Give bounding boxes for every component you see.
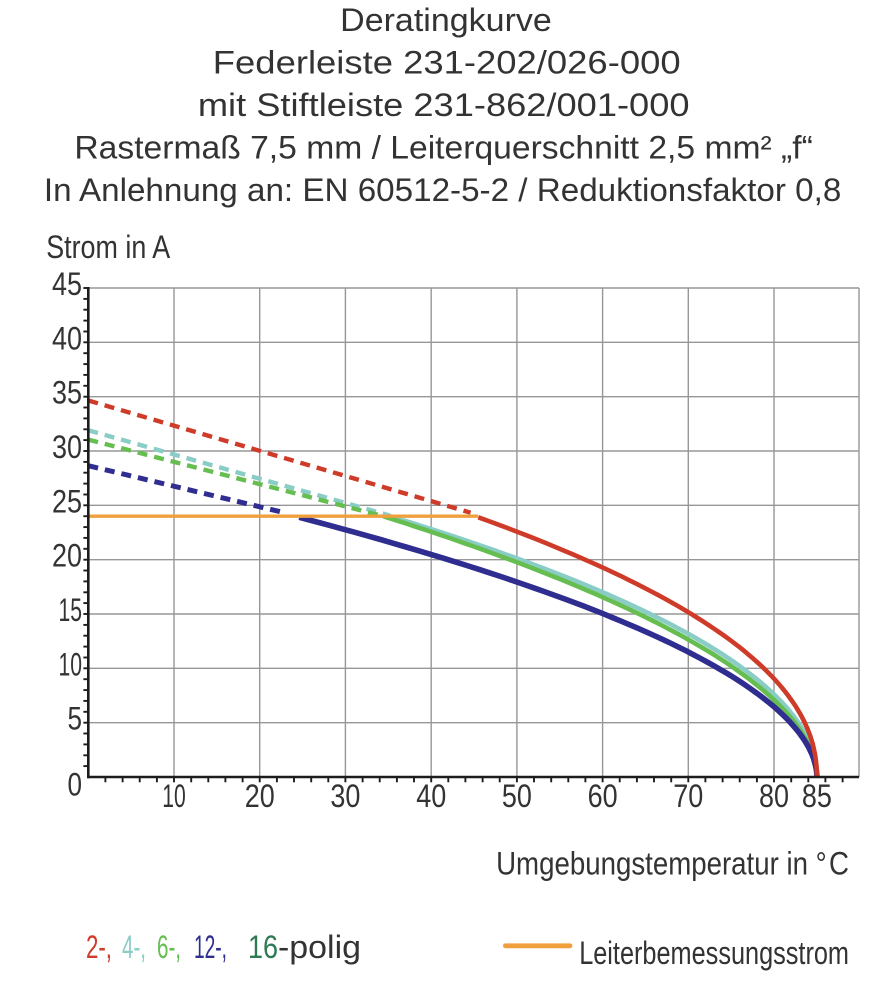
svg-text:85: 85 [802,778,832,814]
svg-text:5: 5 [68,701,83,737]
svg-text:60: 60 [588,778,618,814]
svg-text:10: 10 [59,646,83,682]
svg-text:6-,: 6-, [157,929,181,965]
svg-text:12-,: 12-, [194,929,227,965]
svg-text:16: 16 [248,929,278,965]
svg-text:40: 40 [52,320,82,356]
svg-text:80: 80 [759,778,789,814]
svg-text:Rastermaß 7,5 mm / Leiterquers: Rastermaß 7,5 mm / Leiterquerschnitt 2,5… [74,130,812,166]
svg-text:Umgebungstemperatur in ° C: Umgebungstemperatur in ° C [496,846,849,882]
svg-text:50: 50 [502,778,532,814]
svg-text:15: 15 [59,592,83,628]
svg-text:30: 30 [52,429,82,465]
svg-text:mit Stiftleiste 231-862/001-00: mit Stiftleiste 231-862/001-000 [198,87,690,123]
svg-text:4-,: 4-, [122,929,146,965]
svg-text:20: 20 [245,778,275,814]
svg-text:0: 0 [68,767,83,803]
svg-text:Leiterbemessungsstrom: Leiterbemessungsstrom [579,935,849,971]
svg-text:30: 30 [330,778,360,814]
svg-text:20: 20 [52,538,82,574]
svg-text:40: 40 [416,778,446,814]
svg-text:Federleiste 231-202/026-000: Federleiste 231-202/026-000 [213,45,681,81]
svg-text:45: 45 [52,266,82,302]
svg-text:35: 35 [52,375,82,411]
svg-text:25: 25 [52,483,82,519]
svg-text:10: 10 [162,778,186,814]
svg-text:Deratingkurve: Deratingkurve [340,2,552,38]
svg-text:2-,: 2-, [86,929,112,965]
svg-text:-polig: -polig [278,929,361,965]
svg-text:70: 70 [673,778,703,814]
svg-text:In Anlehnung an: EN 60512-5-2: In Anlehnung an: EN 60512-5-2 / Reduktio… [44,172,841,208]
svg-text:Strom in A: Strom in A [46,229,171,265]
